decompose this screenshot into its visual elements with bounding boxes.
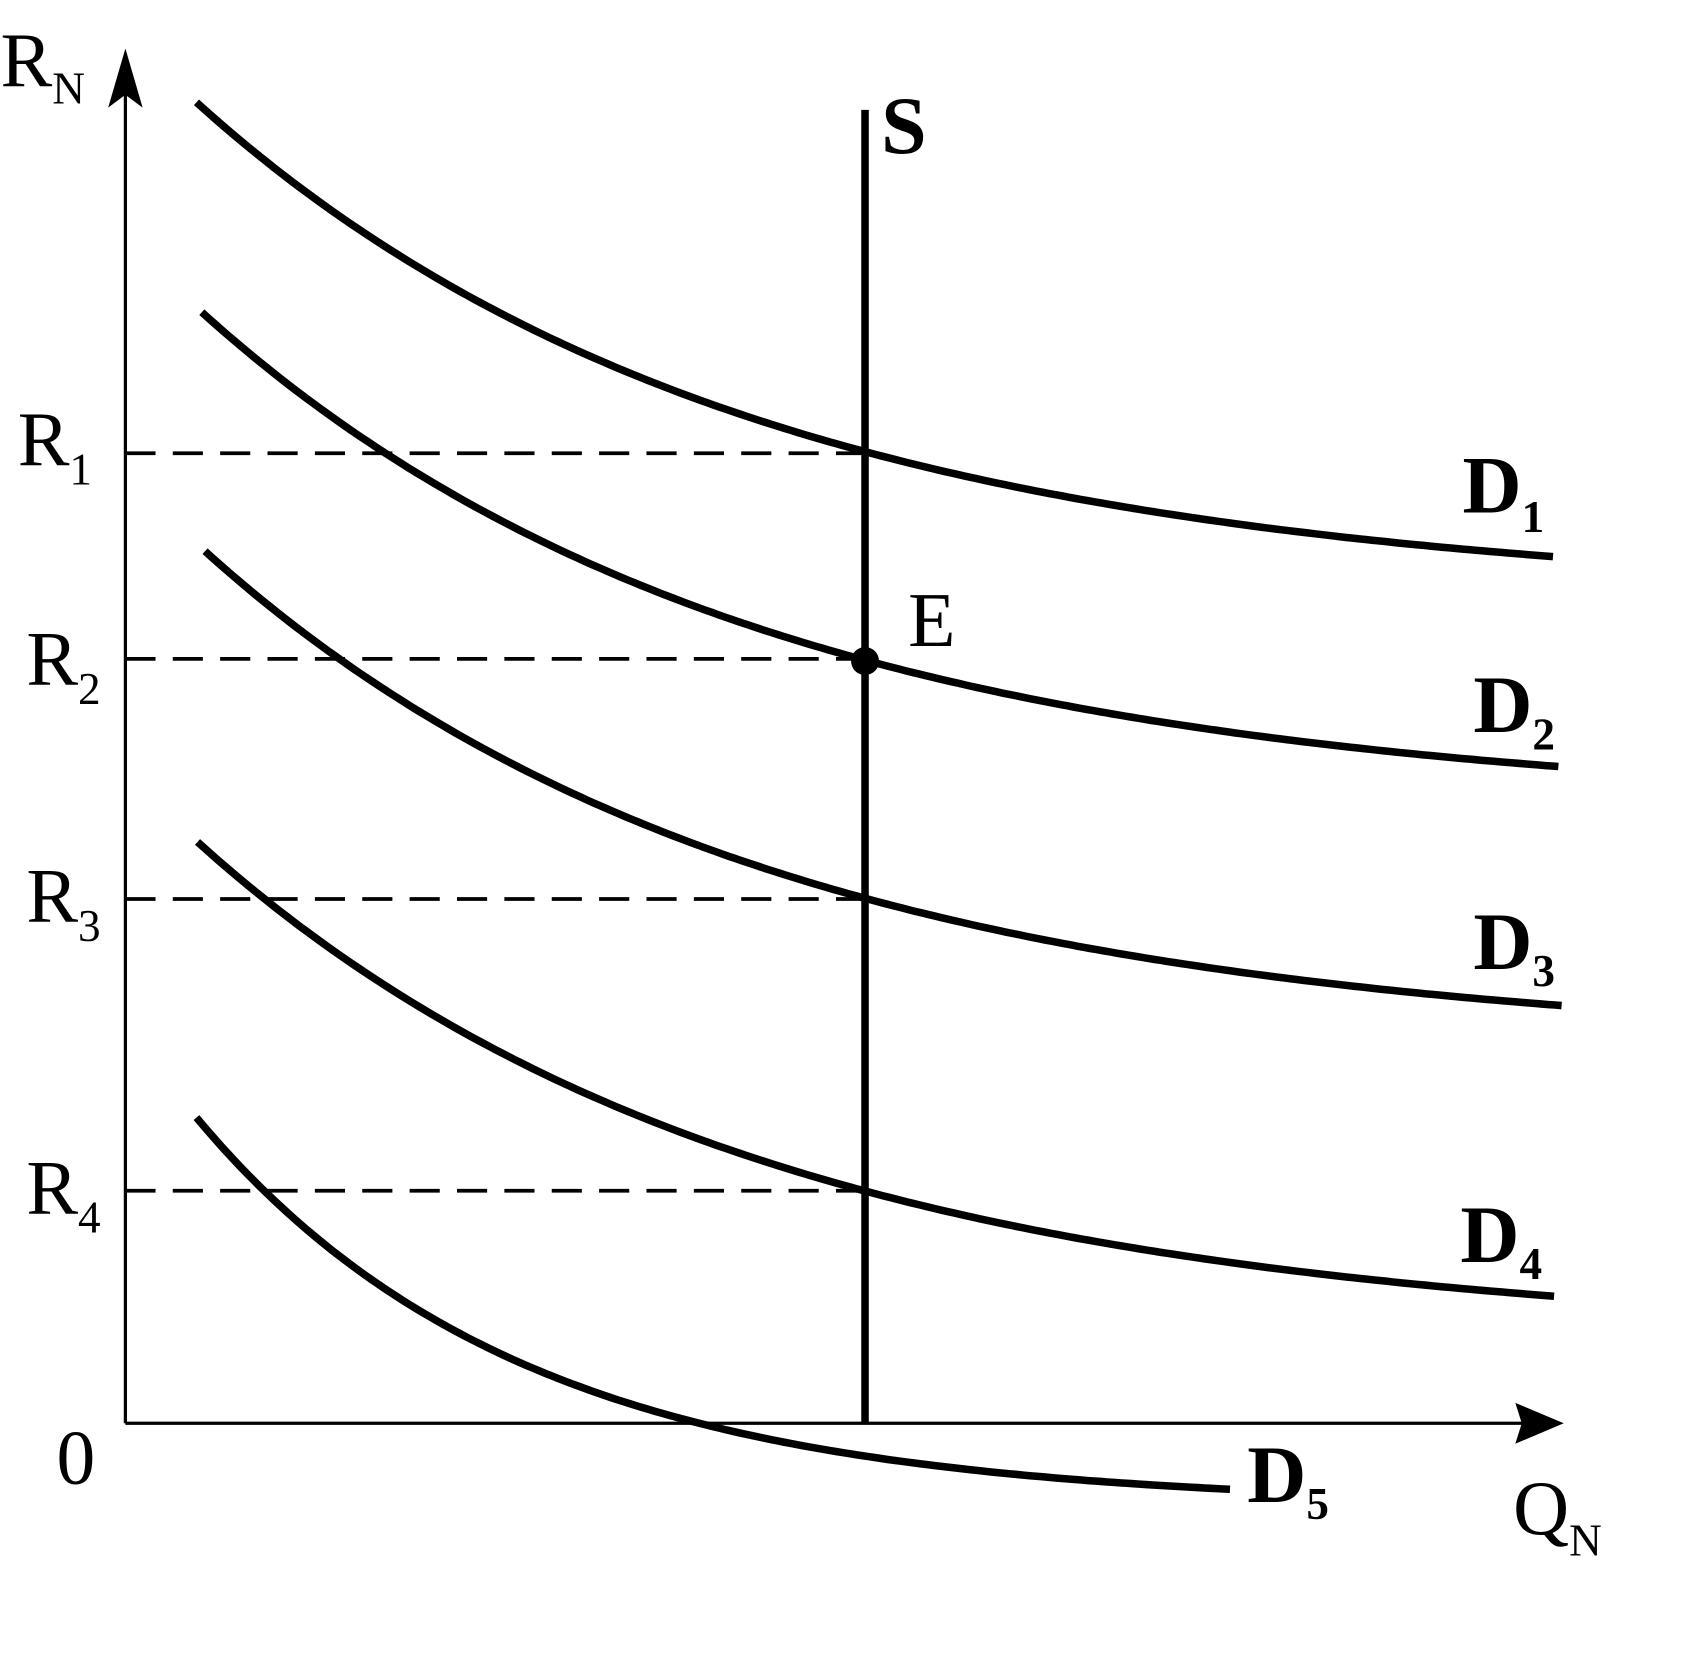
equilibrium-label: E [908,577,955,663]
demand-label-d3: D3 [1473,896,1555,996]
demand-label-d5: D5 [1247,1429,1329,1529]
y-axis-arrow [108,48,143,108]
rent-label-r1: R1 [18,396,92,494]
demand-label-d4: D4 [1460,1189,1542,1289]
demand-label-d1: D1 [1463,439,1545,541]
equilibrium-point [851,647,880,676]
y-axis-label: RN [1,17,85,113]
origin-label: 0 [56,1415,95,1501]
rent-label-r3: R3 [26,853,100,951]
x-axis-label: QN [1513,1465,1602,1566]
demand-curve-d2 [199,309,1559,771]
demand-curve-d5 [193,1115,1231,1494]
supply-label: S [881,80,927,171]
demand-curve-d3 [202,548,1562,1010]
demand-curve-d4 [195,839,1555,1301]
demand-label-d2: D2 [1473,659,1555,759]
demand-curve-d1 [193,99,1554,561]
rent-label-r4: R4 [26,1144,100,1242]
rent-label-r2: R2 [26,616,100,714]
x-axis-arrow [1515,1402,1564,1444]
